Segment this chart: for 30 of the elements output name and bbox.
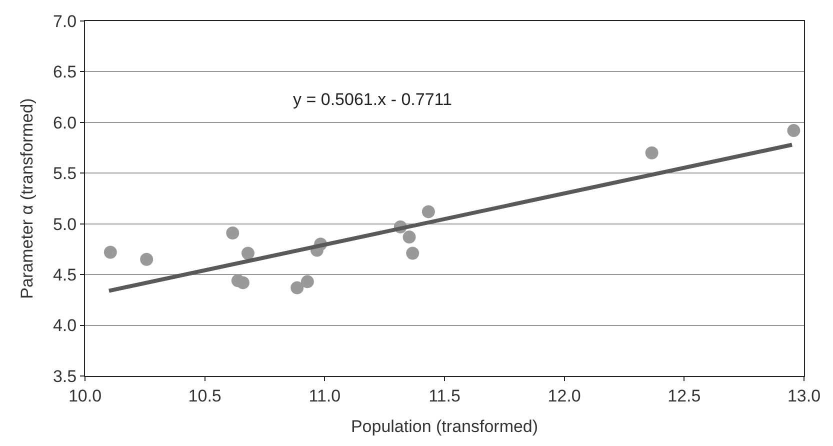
point — [402, 230, 416, 244]
point — [406, 246, 420, 260]
annotation: y = 0.5061.x - 0.7711 — [293, 90, 452, 109]
x-tick-label: 10.0 — [68, 386, 102, 406]
point — [104, 246, 117, 259]
y-tick-label: 4.0 — [52, 316, 77, 336]
y-tick-label: 6.0 — [52, 113, 77, 132]
x-tick-label: 11.5 — [428, 386, 460, 406]
point — [236, 276, 250, 290]
x-tick-label: 10.5 — [188, 386, 222, 406]
point — [241, 246, 254, 260]
y-tick-label: 5.5 — [52, 164, 77, 184]
point — [300, 275, 314, 288]
y-tick-label: 7.0 — [52, 12, 77, 31]
point — [290, 281, 304, 294]
x-axis-title: Population (transformed) — [350, 416, 538, 436]
point — [422, 205, 435, 218]
x-tick-label: 12.0 — [548, 386, 581, 406]
point — [226, 226, 240, 240]
y-tick-label: 5.0 — [52, 214, 77, 234]
x-tick-label: 12.5 — [668, 386, 701, 406]
point — [140, 252, 154, 266]
x-tick-label: 11.0 — [308, 386, 341, 406]
y-tick-label: 4.5 — [52, 266, 77, 285]
y-tick-label: 3.5 — [52, 366, 77, 386]
x-tick-label: 13.0 — [787, 386, 821, 406]
y-tick-label: 6.5 — [52, 62, 77, 82]
point — [787, 124, 800, 138]
point — [645, 146, 658, 160]
y-axis-title: Parameter α (transformed) — [18, 98, 37, 299]
